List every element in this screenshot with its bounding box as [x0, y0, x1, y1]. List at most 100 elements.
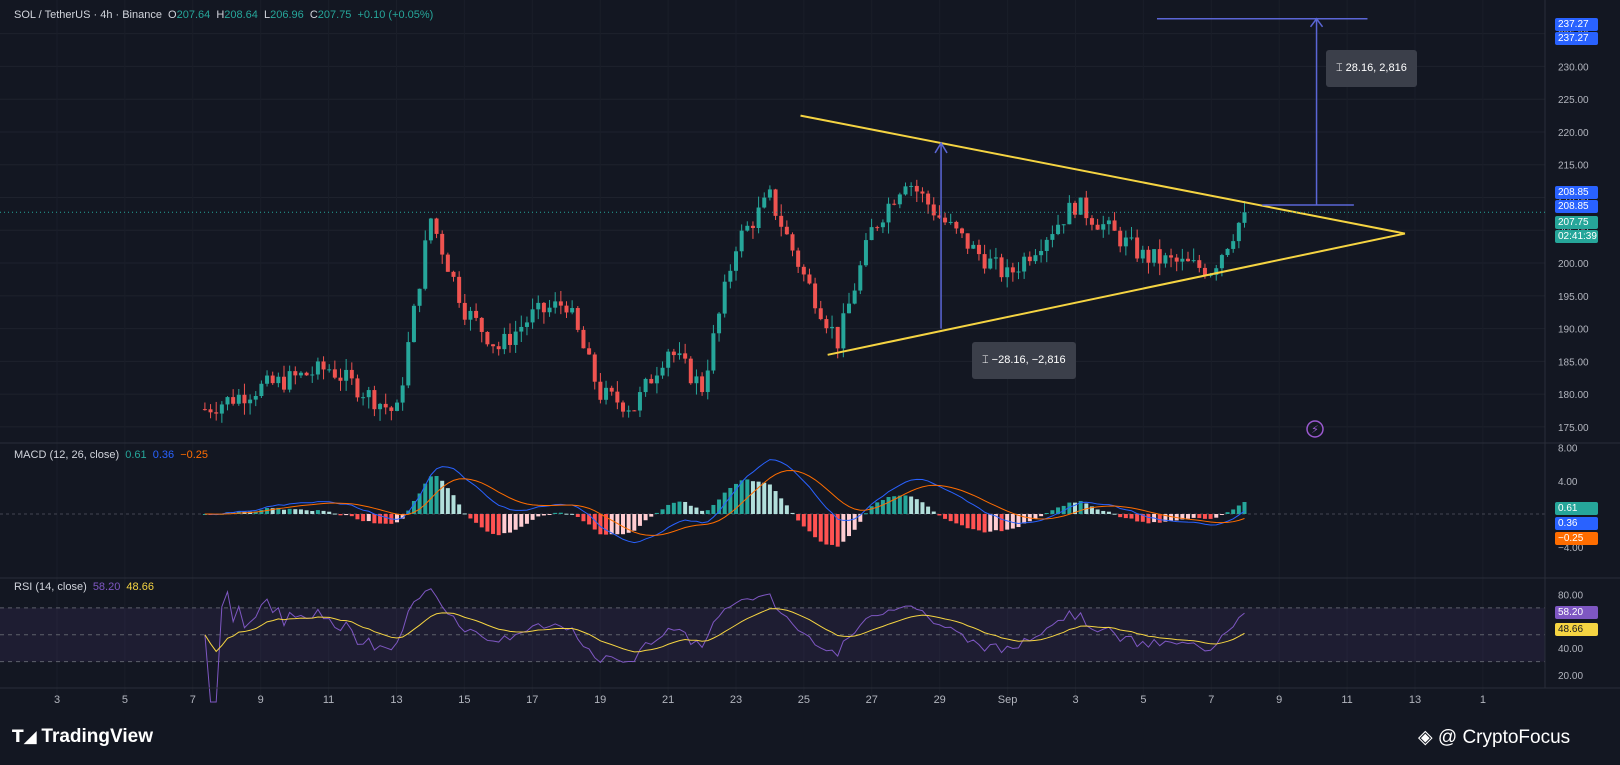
candle-body: [926, 193, 931, 205]
macd-histogram-bar: [1214, 514, 1219, 518]
candle-body: [767, 189, 772, 198]
candle-body: [705, 370, 710, 393]
candle-body: [558, 301, 563, 306]
rsi-tick-label: 20.00: [1558, 671, 1583, 682]
candle-body: [852, 290, 857, 304]
macd-histogram-bar: [417, 493, 422, 514]
price-tick-label: 190.00: [1558, 325, 1589, 336]
macd-histogram-bar: [954, 514, 959, 524]
macd-histogram-bar: [1231, 509, 1236, 514]
low-value: 206.96: [270, 9, 304, 21]
candle-body: [1180, 258, 1185, 262]
candle-body: [406, 342, 411, 386]
macd-histogram-bar: [1135, 514, 1140, 522]
macd-histogram-bar: [338, 514, 343, 516]
macd-histogram-bar: [767, 484, 772, 514]
symbol-name[interactable]: SOL / TetherUS · 4h · Binance: [14, 9, 162, 21]
macd-histogram-bar: [705, 510, 710, 514]
time-tick-label: 17: [526, 694, 538, 706]
macd-histogram-bar: [1033, 514, 1038, 519]
candle-body: [1197, 260, 1202, 268]
macd-histogram-bar: [536, 514, 541, 517]
measure-up-label[interactable]: ⌶ 28.16, 2,816: [1326, 50, 1417, 87]
rsi-ma-line: [204, 608, 1245, 653]
macd-histogram-bar: [1050, 510, 1055, 514]
candle-body: [965, 233, 970, 249]
macd-hist-label: 0.61: [1555, 502, 1598, 515]
macd-histogram-bar: [875, 502, 880, 514]
tradingview-logo[interactable]: 𝗧◢ TradingView: [12, 726, 153, 748]
macd-histogram-bar: [491, 514, 496, 534]
candle-body: [756, 207, 761, 228]
candle-body: [587, 348, 592, 355]
macd-histogram-bar: [524, 514, 529, 524]
measure-up-text: 28.16, 2,816: [1345, 62, 1407, 74]
candle-body: [976, 244, 981, 255]
candle-body: [1140, 249, 1145, 259]
candle-body: [1191, 260, 1196, 262]
candle-body: [225, 397, 230, 405]
candle-body: [615, 391, 620, 403]
candle-body: [1067, 202, 1072, 225]
price-label-level-b: 208.85: [1555, 200, 1598, 213]
candle-body: [434, 218, 439, 234]
macd-histogram-bar: [654, 512, 659, 514]
candle-body: [530, 309, 535, 323]
macd-histogram-bar: [807, 514, 812, 532]
macd-histogram-bar: [694, 507, 699, 514]
macd-histogram-bar: [903, 495, 908, 514]
macd-histogram-bar: [502, 514, 507, 534]
candle-body: [208, 409, 213, 413]
macd-histogram-bar: [801, 514, 806, 527]
time-tick-label: 23: [730, 694, 742, 706]
macd-histogram-bar: [570, 513, 575, 515]
candle-body: [688, 358, 693, 384]
candle-body: [807, 274, 812, 284]
candle-body: [468, 310, 473, 320]
macd-histogram-bar: [1039, 514, 1044, 517]
high-label: H: [216, 9, 225, 21]
macd-histogram-bar: [423, 483, 428, 514]
macd-title: MACD (12, 26, close): [14, 449, 120, 461]
candle-body: [248, 399, 253, 404]
price-tick-label: 225.00: [1558, 95, 1589, 106]
measure-down-label[interactable]: ⌶ −28.16, −2,816: [972, 342, 1076, 379]
candle-body: [677, 353, 682, 356]
candle-body: [750, 225, 755, 228]
price-tick-label: 220.00: [1558, 128, 1589, 139]
candle-body: [863, 240, 868, 266]
time-tick-label: 13: [1409, 694, 1421, 706]
candle-body: [920, 191, 925, 194]
macd-histogram-bar: [750, 481, 755, 514]
rsi-tick-label: 40.00: [1558, 644, 1583, 655]
macd-histogram-bar: [773, 491, 778, 514]
time-tick-label: 21: [662, 694, 674, 706]
macd-histogram-bar: [445, 488, 450, 514]
drawings-layer[interactable]: ⚡: [800, 17, 1406, 438]
candle-body: [1073, 202, 1077, 215]
candle-body: [734, 251, 738, 271]
candle-body: [361, 397, 366, 399]
macd-histogram-bar: [745, 479, 750, 514]
time-tick-label: 13: [390, 694, 402, 706]
candle-body: [773, 189, 778, 216]
cryptofocus-text: @ CryptoFocus: [1437, 727, 1571, 748]
candle-body: [1089, 218, 1094, 225]
macd-histogram-bar: [327, 511, 332, 514]
candle-body: [1169, 255, 1174, 258]
macd-histogram-bar: [1180, 514, 1185, 520]
candle-body: [914, 185, 919, 192]
rsi-tick-label: 80.00: [1558, 590, 1583, 601]
candle-body: [830, 326, 835, 329]
macd-histogram-bar: [395, 514, 399, 523]
candle-body: [395, 402, 399, 411]
macd-histogram-bar: [688, 505, 693, 514]
candle-body: [1010, 267, 1015, 273]
candle-body: [1129, 237, 1134, 239]
tradingview-icon: 𝗧◢: [12, 727, 42, 746]
price-tick-label: 195.00: [1558, 292, 1589, 303]
macd-histogram-bar: [926, 506, 931, 514]
time-tick-label: Sep: [998, 694, 1018, 706]
macd-histogram-bar: [1101, 510, 1106, 514]
